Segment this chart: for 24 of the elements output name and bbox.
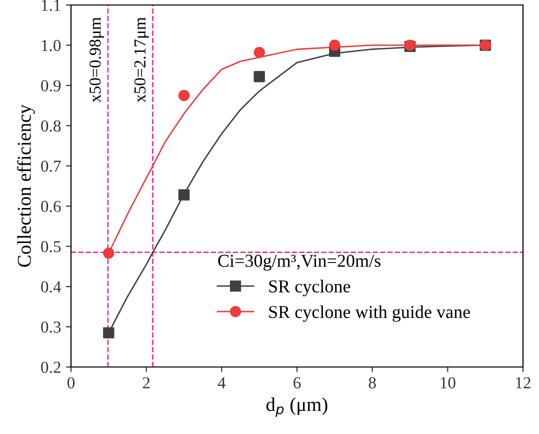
x-tick-label: 10 bbox=[440, 377, 456, 388]
x-tick-label: 4 bbox=[218, 377, 226, 388]
x-tick-label: 8 bbox=[368, 377, 376, 388]
legend-label: SR cyclone bbox=[269, 280, 350, 296]
x-tick-label: 6 bbox=[294, 377, 301, 388]
y-tick-label: 0.6 bbox=[41, 200, 61, 212]
y-tick-label: 0.2 bbox=[41, 362, 60, 374]
y-tick-label: 1.1 bbox=[42, 0, 60, 12]
y-tick-label: 0.8 bbox=[41, 120, 61, 132]
x-axis-title: d$_{p}$ (μm) bbox=[266, 397, 328, 417]
ref-line-label: x50=2.17μm bbox=[134, 17, 149, 102]
x-tick-label: 12 bbox=[516, 377, 530, 388]
y-tick-label: 0.9 bbox=[41, 80, 61, 92]
ref-line-label: x50=0.98μm bbox=[90, 17, 104, 102]
legend-label: SR cyclone with guide vane bbox=[269, 305, 470, 322]
y-axis-title: Collection efficiency bbox=[17, 104, 35, 267]
x-tick-label: 0 bbox=[67, 377, 75, 388]
y-tick-label: 0.5 bbox=[41, 241, 61, 252]
legend-title: Ci=30g/m³,Vin=20m/s bbox=[218, 254, 380, 271]
y-tick-label: 0.4 bbox=[41, 281, 62, 293]
x-tick-label: 2 bbox=[142, 377, 150, 388]
y-tick-label: 1.0 bbox=[42, 40, 61, 52]
y-tick-label: 0.7 bbox=[41, 160, 61, 172]
y-tick-label: 0.3 bbox=[41, 321, 61, 333]
